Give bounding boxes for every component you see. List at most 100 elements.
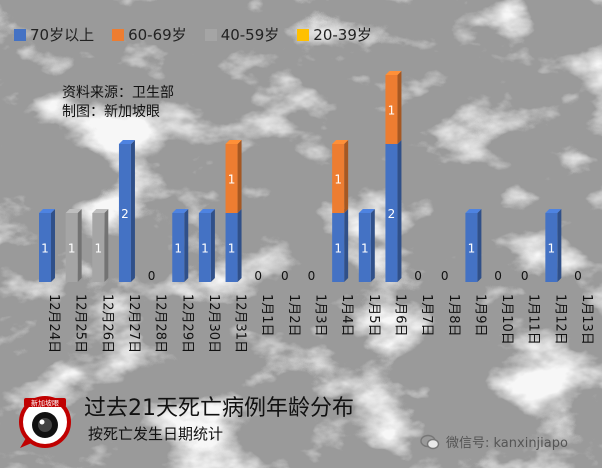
bar-value-label: 1 (334, 242, 342, 256)
legend-swatch (204, 28, 217, 41)
legend-label: 70岁以上 (30, 26, 95, 44)
bar-side (77, 209, 82, 282)
zero-value-label: 0 (414, 269, 422, 283)
bar-value-label: 1 (68, 242, 76, 256)
wechat-icon (420, 434, 440, 449)
x-tick-label: 1月10日 (499, 294, 514, 345)
bar-side (557, 209, 562, 282)
x-tick-label: 12月31日 (233, 294, 248, 353)
bar-value-label: 1 (228, 173, 236, 187)
bar-value-label: 1 (228, 242, 236, 256)
x-tick-label: 12月24日 (46, 294, 61, 353)
stacked-bar-chart: 1 12月24日 1 12月25日 1 12月26日 2 12月27日 0 12月28日 1 12月2… (39, 71, 594, 353)
zero-value-label: 0 (148, 269, 156, 283)
bar (65, 213, 78, 282)
bar-top (465, 209, 482, 213)
zero-value-label: 0 (441, 269, 449, 283)
bar-value-label: 1 (94, 242, 102, 256)
bar (545, 213, 558, 282)
bar (385, 144, 398, 282)
legend-swatch (297, 28, 310, 41)
wechat-id: 微信号: kanxinjiapo (446, 436, 568, 451)
bar (332, 213, 345, 282)
bar-side (370, 209, 375, 282)
legend-swatch (112, 28, 125, 41)
bar-value-label: 2 (121, 207, 129, 221)
bar-top (118, 140, 135, 144)
x-tick-label: 1月3日 (313, 294, 328, 337)
legend-swatch (14, 28, 26, 41)
bar-side (237, 140, 242, 213)
legend-label: 60-69岁 (128, 26, 187, 44)
x-tick-label: 12月27日 (126, 294, 141, 353)
legend-item: 60-69岁 (112, 24, 187, 45)
zero-value-label: 0 (574, 269, 582, 283)
bar (172, 213, 185, 282)
x-tick-label: 1月6日 (392, 294, 407, 337)
bar-side (397, 140, 402, 282)
bar-side (344, 140, 349, 213)
bar-top (92, 209, 109, 213)
zero-value-label: 0 (521, 269, 529, 283)
x-tick-label: 1月2日 (286, 294, 301, 337)
x-tick-label: 1月11日 (526, 294, 541, 345)
bar-top (358, 209, 375, 213)
x-tick-label: 1月5日 (366, 294, 381, 337)
bar (225, 213, 238, 282)
zero-value-label: 0 (254, 269, 262, 283)
x-tick-label: 1月9日 (472, 294, 487, 337)
legend-item: 40-59岁 (204, 24, 280, 45)
bar-top (65, 209, 82, 213)
bar-side (51, 209, 55, 282)
x-tick-label: 12月25日 (73, 294, 88, 353)
bar-side (210, 209, 215, 282)
bar-side (104, 209, 109, 282)
bar-side (477, 209, 482, 282)
zero-value-label: 0 (281, 269, 289, 283)
legend: 70岁以上 60-69岁 40-59岁 20-39岁 (14, 24, 372, 45)
legend-item: 20-39岁 (297, 24, 372, 45)
bar-value-label: 1 (388, 104, 396, 118)
source-line: 资料来源：卫生部 (62, 85, 174, 101)
bar-top (198, 209, 215, 213)
bar-value-label: 2 (388, 207, 396, 221)
bar-top (332, 140, 349, 144)
x-tick-label: 12月30日 (206, 294, 221, 353)
bar-top (225, 140, 242, 144)
legend-label: 20-39岁 (313, 26, 372, 44)
x-tick-label: 1月12日 (552, 294, 567, 345)
bar-value-label: 1 (361, 242, 369, 256)
bar (332, 144, 345, 213)
x-tick-label: 1月13日 (579, 294, 594, 345)
bar-top (385, 71, 402, 75)
bar-side (237, 209, 242, 282)
bar-value-label: 1 (174, 242, 182, 256)
footer-subtitle: 按死亡发生日期统计 (88, 425, 224, 443)
bar (92, 213, 105, 282)
bar (385, 75, 398, 144)
bar-value-label: 1 (201, 242, 209, 256)
bar-side (184, 209, 189, 282)
x-tick-label: 12月29日 (179, 294, 194, 353)
legend-label: 40-59岁 (220, 26, 280, 44)
zero-value-label: 0 (308, 269, 316, 283)
bar (225, 144, 238, 213)
bar-side (130, 140, 135, 282)
x-tick-label: 1月1日 (259, 294, 274, 337)
x-tick-label: 1月8日 (446, 294, 461, 337)
footer-title: 过去21天死亡病例年龄分布 (84, 396, 354, 421)
x-tick-label: 12月28日 (153, 294, 168, 353)
bar (39, 213, 51, 282)
x-tick-label: 1月4日 (339, 294, 354, 337)
logo-icon: 新加坡眼 (19, 396, 71, 448)
bar-value-label: 1 (334, 173, 342, 187)
legend-item: 70岁以上 (14, 24, 94, 45)
bar-top (39, 209, 55, 213)
bar (465, 213, 478, 282)
bar-value-label: 1 (548, 242, 556, 256)
bar-value-label: 1 (468, 242, 476, 256)
bar-top (172, 209, 189, 213)
bar (358, 213, 371, 282)
wechat-watermark: 微信号: kanxinjiapo (420, 432, 568, 451)
bar-side (397, 71, 402, 144)
